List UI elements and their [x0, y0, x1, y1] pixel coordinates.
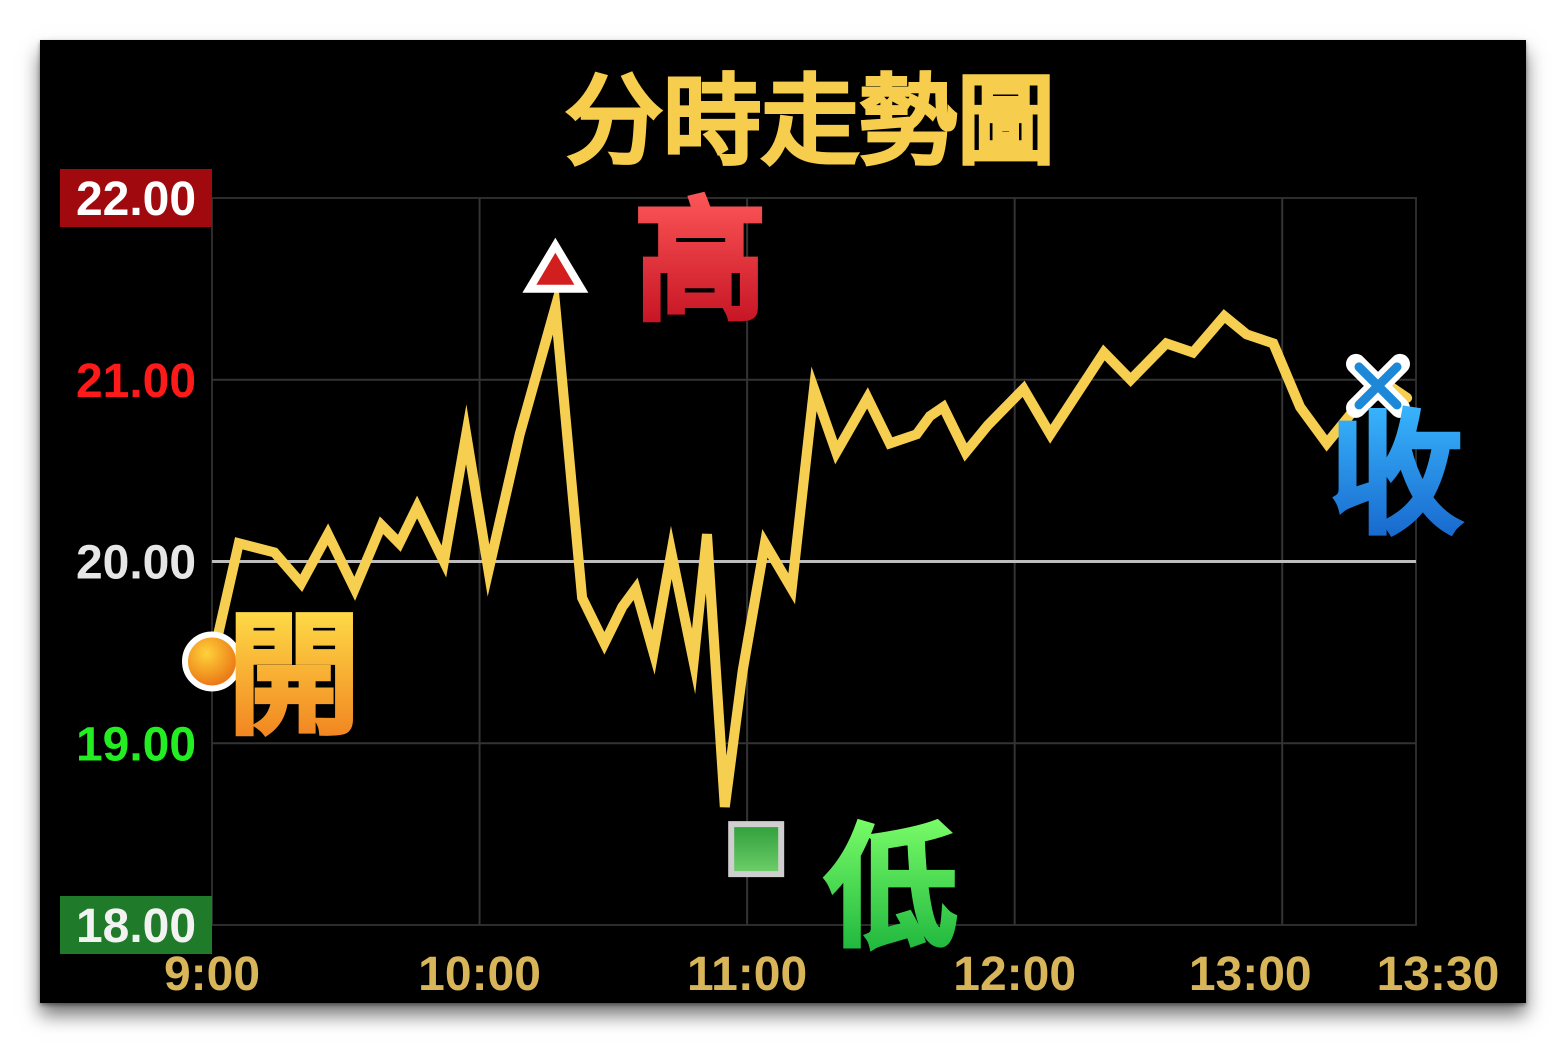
- price-line-layer: [207, 279, 1413, 808]
- x-tick-label: 13:30: [1377, 948, 1500, 1001]
- x-tick-label: 9:00: [164, 948, 260, 1001]
- chart-panel: 分時走勢圖 22.00 21.00 20.00 19.00 18.00 9:00 10:0…: [40, 40, 1526, 1003]
- y-tick-label: 22.00: [76, 173, 196, 226]
- x-tick-label: 11:00: [687, 948, 807, 1001]
- y-axis-ticks: 22.00 21.00 20.00 19.00 18.00: [60, 169, 212, 954]
- open-label: 開: [228, 599, 360, 753]
- y-tick-label: 19.00: [76, 718, 196, 771]
- open-marker: [182, 631, 242, 692]
- low-marker: [728, 821, 785, 878]
- high-marker-inner: [536, 252, 575, 285]
- y-tick-label: 21.00: [76, 355, 196, 408]
- y-tick-label: 20.00: [76, 537, 196, 590]
- y-tick-label: 18.00: [76, 900, 196, 953]
- x-tick-label: 12:00: [953, 948, 1076, 1001]
- low-label: 低: [825, 812, 957, 966]
- grid: [211, 197, 1417, 926]
- x-tick-label: 10:00: [418, 948, 541, 1001]
- annotations: 開 高低 收: [182, 184, 1464, 968]
- high-label: 高: [634, 186, 766, 340]
- chart-title: 分時走勢圖: [565, 65, 1055, 179]
- y-tick-badge: [60, 169, 212, 227]
- close-label: 收: [1330, 399, 1462, 553]
- intraday-chart: 分時走勢圖 22.00 21.00 20.00 19.00 18.00 9:00 10:0…: [60, 64, 1499, 1001]
- x-tick-label: 13:00: [1189, 948, 1312, 1001]
- close-marker-inner: [1354, 362, 1402, 410]
- y-tick-badge: [60, 896, 212, 954]
- price-line: [207, 279, 1413, 808]
- x-axis-ticks: 9:00 10:00 11:00 12:00 13:00 13:30: [164, 948, 1499, 1001]
